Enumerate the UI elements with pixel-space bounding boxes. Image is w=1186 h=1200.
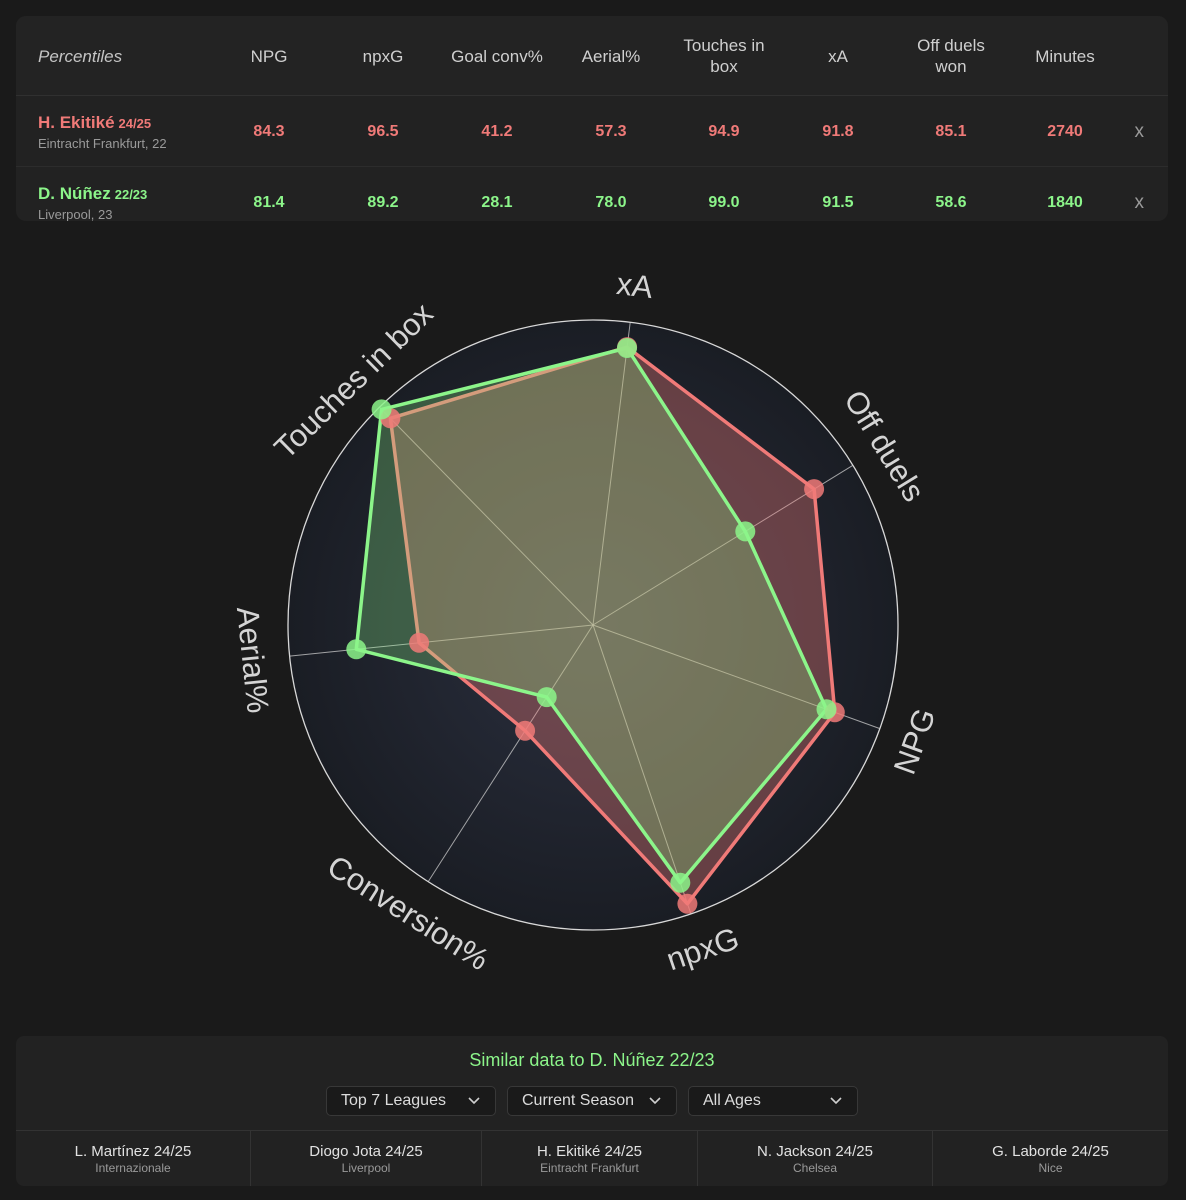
radar-series-area	[354, 346, 829, 885]
radar-point[interactable]	[804, 479, 825, 500]
radar-axis-label: xA	[615, 266, 655, 305]
radar-spoke	[592, 322, 631, 626]
col-header-xa[interactable]: xA	[828, 46, 848, 66]
col-header-off-duels-won[interactable]: Off duels won	[917, 36, 985, 76]
similar-player-club: Nice	[1038, 1161, 1063, 1175]
player-row-ekitike: H. Ekitiké 24/25 Eintracht Frankfurt, 22 …	[16, 97, 1168, 167]
similar-player-name: N. Jackson 24/25	[757, 1143, 873, 1160]
radar-series-area	[388, 345, 837, 906]
season-filter-select[interactable]: Current Season	[507, 1086, 677, 1116]
radar-point[interactable]	[735, 521, 756, 542]
col-header-npxg[interactable]: npxG	[362, 46, 404, 66]
radar-spoke	[379, 406, 594, 626]
remove-player-button[interactable]: x	[1134, 192, 1145, 213]
col-header-npg[interactable]: NPG	[250, 46, 288, 66]
value-touches-in-box: 99.0	[708, 194, 740, 211]
percentiles-label: Percentiles	[38, 46, 123, 66]
value-off-duels-won: 58.6	[935, 194, 967, 211]
radar-point[interactable]	[536, 687, 557, 708]
col-header-goal-conv[interactable]: Goal conv%	[451, 46, 543, 66]
similar-player-name: H. Ekitiké 24/25	[536, 1143, 643, 1160]
value-npg: 84.3	[253, 123, 285, 140]
radar-point[interactable]	[617, 338, 637, 358]
similar-players-panel: Similar data to D. Núñez 22/23 Top 7 Lea…	[16, 1036, 1168, 1186]
similar-player-name: Diogo Jota 24/25	[309, 1143, 423, 1160]
league-filter-select[interactable]: Top 7 Leagues	[326, 1086, 496, 1116]
value-goal-conv: 41.2	[481, 123, 513, 140]
radar-point[interactable]	[371, 399, 392, 420]
radar-axis-label: Aerial%	[230, 605, 276, 715]
value-touches-in-box: 94.9	[708, 123, 740, 140]
col-header-aerial[interactable]: Aerial%	[581, 46, 641, 66]
player-row-nunez: D. Núñez 22/23 Liverpool, 23 81.4 89.2 28…	[16, 168, 1168, 221]
value-aerial: 78.0	[595, 194, 627, 211]
value-npxg: 89.2	[367, 194, 399, 211]
player-name[interactable]: D. Núñez 22/23	[38, 184, 148, 203]
similar-player-club: Eintracht Frankfurt	[540, 1161, 639, 1175]
similar-player-item[interactable]: Diogo Jota 24/25 Liverpool	[251, 1131, 482, 1186]
comparison-table: Percentiles NPG npxG Goal conv% Aerial% …	[16, 16, 1168, 221]
radar-spoke	[592, 624, 692, 915]
similar-player-item[interactable]: H. Ekitiké 24/25 Eintracht Frankfurt	[482, 1131, 698, 1186]
value-goal-conv: 28.1	[481, 194, 513, 211]
value-xa: 91.5	[822, 194, 854, 211]
age-filter-select[interactable]: All Ages	[688, 1086, 858, 1116]
similar-player-club: Liverpool	[341, 1161, 391, 1175]
col-header-touches-in-box[interactable]: Touches in box	[683, 36, 765, 76]
col-header-minutes[interactable]: Minutes	[1035, 46, 1095, 66]
player-club: Liverpool, 23	[38, 207, 113, 221]
player-club: Eintracht Frankfurt, 22	[38, 136, 167, 151]
remove-player-button[interactable]: x	[1134, 121, 1145, 142]
value-aerial: 57.3	[595, 123, 627, 140]
similar-player-item[interactable]: G. Laborde 24/25 Nice	[933, 1131, 1168, 1186]
radar-point[interactable]	[346, 639, 367, 660]
similar-players-list: L. Martínez 24/25 Internazionale Diogo J…	[16, 1130, 1168, 1186]
similar-player-item[interactable]: N. Jackson 24/25 Chelsea	[698, 1131, 933, 1186]
value-off-duels-won: 85.1	[935, 123, 967, 140]
radar-point[interactable]	[670, 872, 691, 893]
value-xa: 91.8	[822, 123, 854, 140]
radar-chart: xA Off duels NPG npxG Conversion% Aerial% Touc…	[0, 230, 1186, 1030]
similar-player-club: Chelsea	[792, 1161, 838, 1175]
similar-title: Similar data to D. Núñez 22/23	[469, 1050, 715, 1070]
similar-player-name: L. Martínez 24/25	[74, 1143, 192, 1160]
radar-spoke	[427, 624, 594, 882]
radar-point[interactable]	[515, 720, 536, 741]
chevron-down-icon	[468, 1097, 480, 1105]
radar-point[interactable]	[816, 699, 837, 720]
radar-point[interactable]	[677, 893, 698, 914]
radar-point[interactable]	[409, 632, 430, 653]
similar-player-item[interactable]: L. Martínez 24/25 Internazionale	[16, 1131, 251, 1186]
similar-player-club: Internazionale	[95, 1161, 171, 1175]
value-npxg: 96.5	[367, 123, 399, 140]
radar-axis-label: NPG	[887, 704, 943, 779]
value-minutes: 2740	[1047, 123, 1083, 140]
radar-spoke	[289, 624, 594, 657]
chevron-down-icon	[830, 1097, 842, 1105]
radar-axis-label: npxG	[662, 920, 743, 977]
table-header: Percentiles NPG npxG Goal conv% Aerial% …	[16, 16, 1168, 96]
player-name[interactable]: H. Ekitiké 24/25	[38, 113, 152, 132]
chevron-down-icon	[649, 1097, 661, 1105]
similar-player-name: G. Laborde 24/25	[992, 1143, 1109, 1160]
value-minutes: 1840	[1047, 194, 1083, 211]
value-npg: 81.4	[253, 194, 285, 211]
